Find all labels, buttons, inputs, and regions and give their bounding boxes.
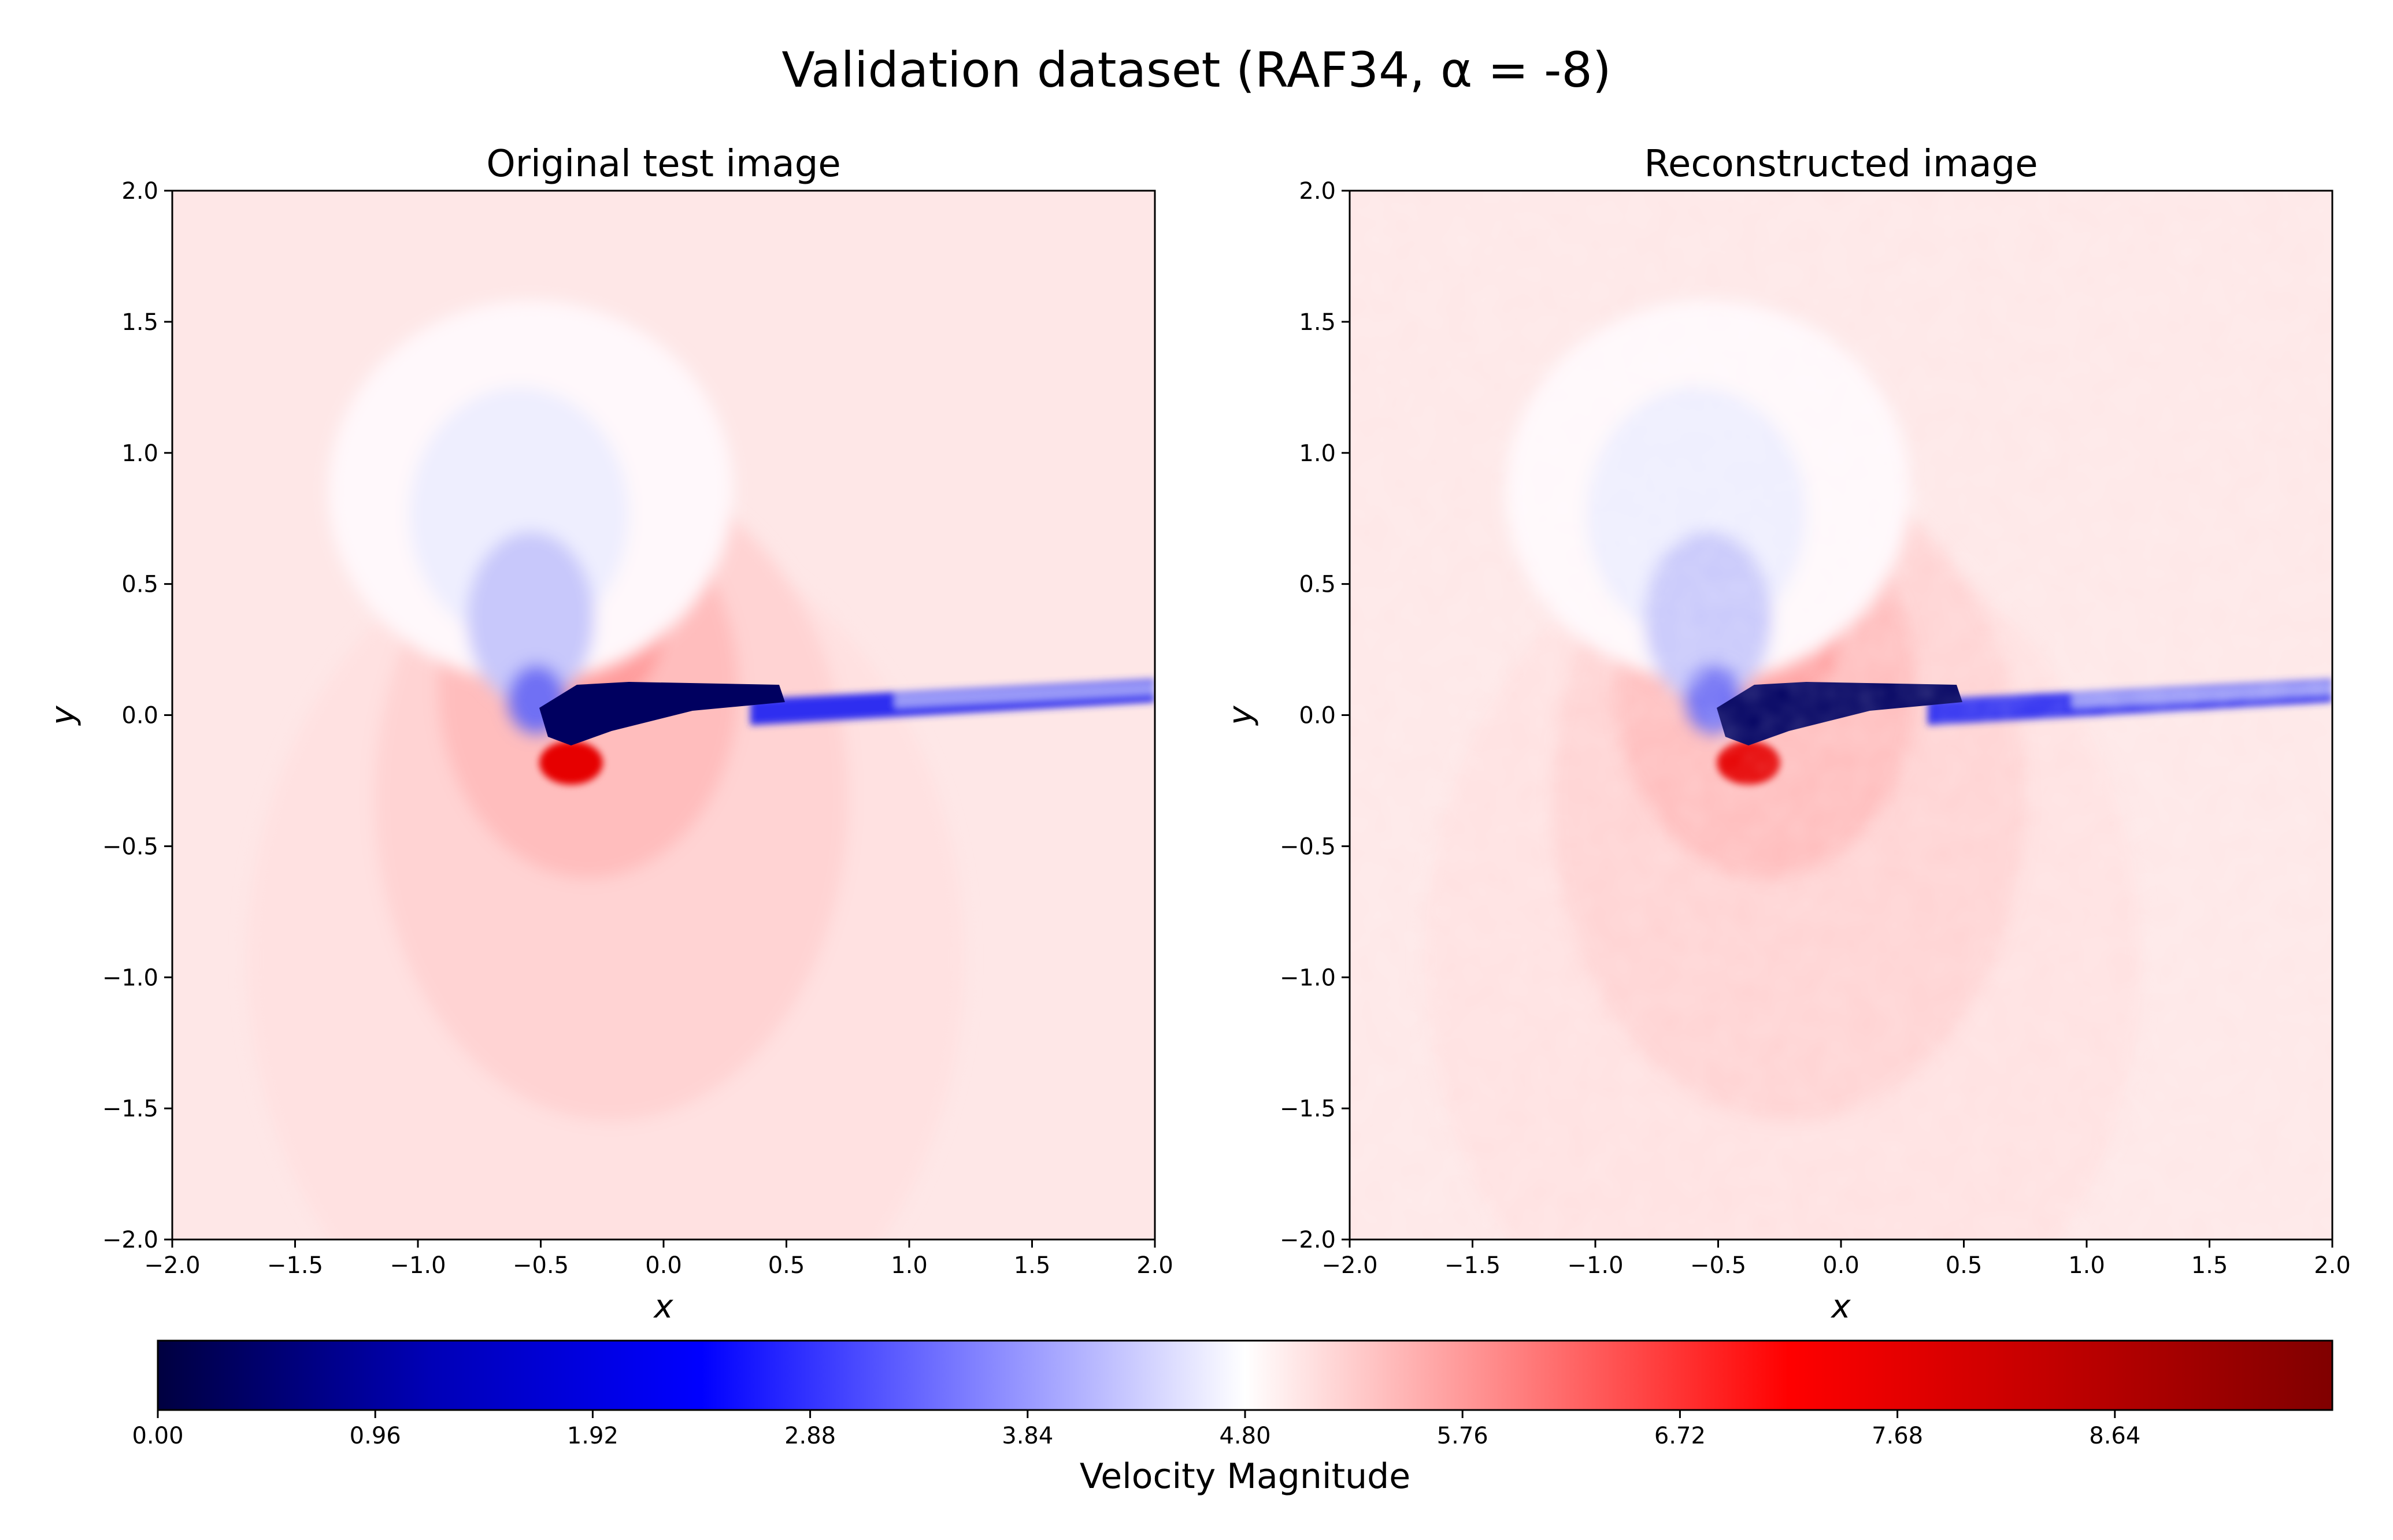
y-tick-label: 1.0	[1299, 440, 1336, 467]
x-tick-label: −2.0	[144, 1252, 200, 1279]
colorbar-gradient	[157, 1339, 2333, 1411]
x-tick-label: 0.0	[645, 1252, 682, 1279]
y-tick-label: 2.0	[1299, 178, 1336, 205]
colorbar-tick-label: 0.96	[350, 1423, 401, 1449]
x-tick-label: −1.0	[1567, 1252, 1623, 1279]
y-tick-label: 2.0	[121, 178, 158, 205]
y-tick-label: 0.0	[1299, 703, 1336, 729]
colorbar-tick-label: 6.72	[1654, 1423, 1706, 1449]
y-axis-label-reconstructed: y	[1222, 706, 1260, 726]
panel-reconstructed: Reconstructed image −2.0 −1.5 −1.0 −0.5 0.0 0…	[1222, 143, 2351, 1326]
y-tick-label: 0.5	[121, 572, 158, 598]
airfoil-region	[539, 682, 785, 745]
x-tick-label: −2.0	[1321, 1252, 1377, 1279]
colorbar-tick-label: 1.92	[567, 1423, 618, 1449]
x-tick-label: 0.0	[1822, 1252, 1859, 1279]
x-tick-label: 1.5	[1014, 1252, 1051, 1279]
y-axis-label-original: y	[45, 706, 82, 726]
y-tick-label: 0.0	[121, 703, 158, 729]
heatmap-original	[172, 191, 1155, 1240]
colorbar: 0.00 0.96 1.92 2.88 3.84 4.80 5.76 6.72 7.68 8.64…	[132, 1339, 2333, 1497]
panel-title-reconstructed: Reconstructed image	[1644, 143, 2038, 185]
y-tick-label: 1.5	[1299, 309, 1336, 336]
y-tick-label: −2.0	[1280, 1227, 1336, 1253]
x-axis-label-original: x	[653, 1288, 673, 1326]
colorbar-tick-label: 5.76	[1437, 1423, 1488, 1449]
colorbar-ticks: 0.00 0.96 1.92 2.88 3.84 4.80 5.76 6.72 7.68 8.64	[132, 1410, 2140, 1449]
y-tick-label: −0.5	[1280, 833, 1336, 860]
x-axis-ticks-reconstructed: −2.0 −1.5 −1.0 −0.5 0.0 0.5 1.0 1.5 2.0	[1321, 1240, 2351, 1279]
colorbar-tick-label: 8.64	[2089, 1423, 2140, 1449]
x-tick-label: −1.0	[390, 1252, 446, 1279]
colorbar-tick-label: 0.00	[132, 1423, 183, 1449]
x-tick-label: 1.5	[2191, 1252, 2228, 1279]
figure-title: Validation dataset (RAF34, α = -8)	[781, 42, 1611, 98]
x-tick-label: −1.5	[267, 1252, 323, 1279]
y-tick-label: −1.5	[102, 1096, 158, 1122]
colorbar-tick-label: 7.68	[1872, 1423, 1923, 1449]
y-tick-label: −1.0	[1280, 964, 1336, 991]
y-tick-label: −1.5	[1280, 1096, 1336, 1122]
x-tick-label: −0.5	[1690, 1252, 1746, 1279]
x-axis-ticks-original: −2.0 −1.5 −1.0 −0.5 0.0 0.5 1.0 1.5 2.0	[144, 1240, 1173, 1279]
y-tick-label: 0.5	[1299, 572, 1336, 598]
x-tick-label: 0.5	[1946, 1252, 1983, 1279]
heatmap-reconstructed	[1350, 191, 2332, 1240]
colorbar-tick-label: 4.80	[1219, 1423, 1270, 1449]
colorbar-label: Velocity Magnitude	[1080, 1456, 1410, 1497]
x-tick-label: 1.0	[891, 1252, 928, 1279]
x-axis-label-reconstructed: x	[1830, 1288, 1851, 1326]
x-tick-label: −1.5	[1444, 1252, 1501, 1279]
colorbar-tick-label: 3.84	[1002, 1423, 1053, 1449]
panel-original: Original test image −2.0 −1.5 −1.0 −0.5 0.0 0…	[45, 143, 1173, 1326]
y-tick-label: −2.0	[102, 1227, 158, 1253]
x-tick-label: −0.5	[513, 1252, 569, 1279]
y-tick-label: −0.5	[102, 833, 158, 860]
y-tick-label: 1.0	[121, 440, 158, 467]
panel-title-original: Original test image	[486, 143, 840, 185]
colorbar-tick-label: 2.88	[784, 1423, 836, 1449]
y-axis-ticks-original: 2.0 1.5 1.0 0.5 0.0 −0.5 −1.0 −1.5 −2.0	[102, 178, 172, 1253]
x-tick-label: 1.0	[2068, 1252, 2105, 1279]
y-axis-ticks-reconstructed: 2.0 1.5 1.0 0.5 0.0 −0.5 −1.0 −1.5 −2.0	[1280, 178, 1350, 1253]
flow-field	[247, 300, 1155, 1240]
x-tick-label: 2.0	[2314, 1252, 2351, 1279]
y-tick-label: −1.0	[102, 964, 158, 991]
y-tick-label: 1.5	[121, 309, 158, 336]
x-tick-label: 0.5	[768, 1252, 805, 1279]
x-tick-label: 2.0	[1136, 1252, 1173, 1279]
